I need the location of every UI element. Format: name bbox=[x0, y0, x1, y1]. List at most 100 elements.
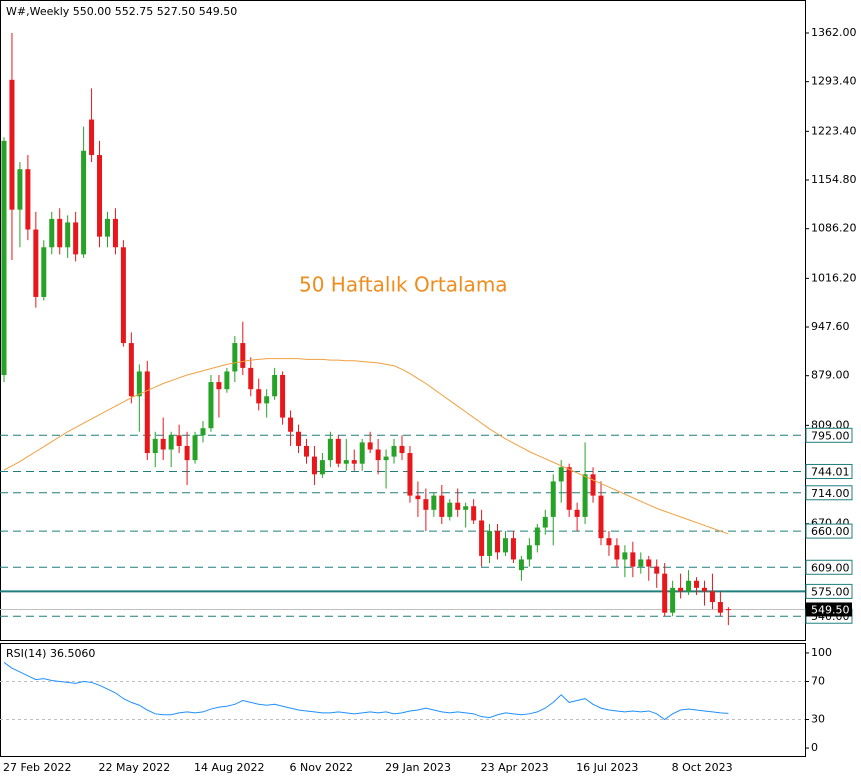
candle-body bbox=[208, 382, 214, 429]
candle-body bbox=[526, 545, 532, 560]
y-tick-label: 947.60 bbox=[811, 320, 850, 333]
candle-body bbox=[327, 438, 333, 461]
y-tick-label: 1154.80 bbox=[811, 173, 857, 186]
level-label-box bbox=[805, 523, 853, 539]
candle-body bbox=[407, 453, 413, 496]
y-tick-label: 1016.20 bbox=[811, 271, 857, 284]
candle-body bbox=[17, 169, 23, 210]
level-label-box bbox=[805, 583, 853, 599]
level-label: 744.01 bbox=[811, 465, 850, 478]
candle-body bbox=[128, 343, 134, 397]
candle-body bbox=[518, 559, 524, 571]
candle-body bbox=[566, 467, 572, 510]
candle-body bbox=[240, 343, 246, 368]
candle-body bbox=[97, 155, 103, 237]
candle-body bbox=[232, 343, 238, 372]
candle-body bbox=[296, 431, 302, 446]
candle-body bbox=[49, 218, 55, 248]
rsi-frame bbox=[0, 643, 806, 757]
y-tick-label: 30 bbox=[811, 713, 825, 726]
candle-body bbox=[439, 495, 445, 517]
candle-body bbox=[104, 218, 110, 237]
candle-body bbox=[319, 460, 325, 475]
candle-body bbox=[606, 538, 612, 546]
candle-body bbox=[558, 467, 564, 482]
chart-title: W#,Weekly 550.00 552.75 527.50 549.50 bbox=[6, 5, 237, 18]
last-price-box bbox=[806, 602, 852, 617]
candle-body bbox=[383, 456, 389, 461]
candle-body bbox=[152, 438, 158, 454]
candle-body bbox=[89, 119, 95, 156]
candle-body bbox=[367, 442, 373, 450]
x-tick-label: 16 Jul 2023 bbox=[576, 761, 638, 774]
rsi-title: RSI(14) 36.5060 bbox=[6, 647, 95, 660]
candle-body bbox=[447, 502, 453, 517]
candle-body bbox=[582, 474, 588, 517]
candle-body bbox=[57, 218, 63, 248]
level-label-box bbox=[805, 427, 853, 443]
candle-body bbox=[391, 445, 397, 457]
candle-body bbox=[120, 247, 126, 344]
y-tick-label: 100 bbox=[811, 646, 832, 659]
candle-body bbox=[41, 247, 47, 297]
candle-body bbox=[184, 445, 190, 461]
moving-average bbox=[3, 358, 729, 535]
x-tick-label: 8 Oct 2023 bbox=[672, 761, 733, 774]
candle-body bbox=[542, 516, 548, 528]
candle-body bbox=[701, 587, 707, 592]
candle-body bbox=[694, 580, 700, 588]
candle-body bbox=[709, 591, 715, 603]
candle-body bbox=[670, 587, 676, 613]
level-label: 714.00 bbox=[811, 487, 850, 500]
candle-body bbox=[630, 552, 636, 567]
candle-body bbox=[359, 442, 365, 464]
candle-body bbox=[590, 474, 596, 496]
candle-body bbox=[112, 218, 118, 248]
candle-body bbox=[25, 169, 31, 230]
candle-body bbox=[550, 481, 556, 517]
candle-body bbox=[463, 506, 469, 510]
candle-body bbox=[288, 417, 294, 432]
x-tick-label: 6 Nov 2022 bbox=[290, 761, 353, 774]
y-tick-label: 1223.40 bbox=[811, 124, 857, 137]
candle-body bbox=[176, 435, 182, 446]
candle-body bbox=[65, 222, 71, 248]
candle-body bbox=[375, 449, 381, 461]
candle-body bbox=[638, 559, 644, 567]
candle-body bbox=[272, 374, 278, 397]
candle-body bbox=[311, 456, 317, 475]
candle-body bbox=[662, 573, 668, 613]
candle-body bbox=[343, 460, 349, 464]
x-tick-label: 29 Jan 2023 bbox=[385, 761, 451, 774]
candle-body bbox=[73, 222, 79, 255]
candle-body bbox=[192, 435, 198, 461]
candle-body bbox=[399, 445, 405, 454]
annotation: 50 Haftalık Ortalama bbox=[299, 273, 508, 297]
y-tick-label: 1293.40 bbox=[811, 75, 857, 88]
level-label-box bbox=[805, 485, 853, 501]
candle-body bbox=[487, 531, 493, 556]
candle-body bbox=[224, 371, 230, 390]
last-price-label: 549.50 bbox=[811, 603, 850, 616]
rsi-line bbox=[3, 662, 729, 721]
candle-body bbox=[502, 538, 508, 553]
x-tick-label: 23 Apr 2023 bbox=[481, 761, 549, 774]
candle-body bbox=[9, 79, 15, 210]
candle-body bbox=[216, 382, 222, 390]
candle-body bbox=[200, 428, 206, 436]
candle-body bbox=[351, 460, 357, 464]
candle-body bbox=[81, 150, 87, 255]
candle-body bbox=[686, 580, 692, 592]
y-tick-label: 879.00 bbox=[811, 369, 850, 382]
level-label-box bbox=[805, 559, 853, 575]
candle-body bbox=[534, 527, 540, 546]
candle-body bbox=[160, 438, 166, 450]
candle-body bbox=[335, 438, 341, 464]
x-tick-label: 27 Feb 2022 bbox=[3, 761, 71, 774]
candle-body bbox=[168, 435, 174, 450]
candle-body bbox=[136, 371, 142, 397]
level-label-box bbox=[805, 463, 853, 479]
candle-body bbox=[678, 587, 684, 592]
candle-body bbox=[510, 538, 516, 560]
